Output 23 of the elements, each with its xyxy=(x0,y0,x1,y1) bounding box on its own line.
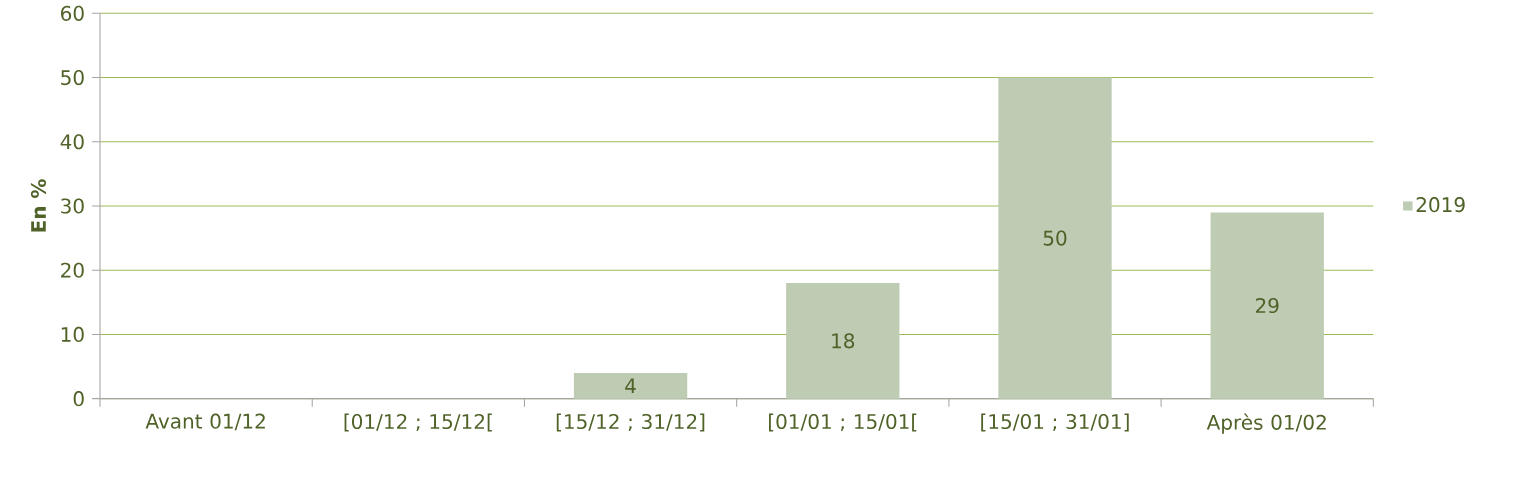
x-tick-label: Avant 01/12 xyxy=(145,413,265,431)
bar xyxy=(998,77,1112,399)
y-tick-label: 60 xyxy=(61,5,84,21)
data-label: 18 xyxy=(832,333,855,349)
data-label: 4 xyxy=(625,378,636,394)
y-axis-title: En % xyxy=(30,179,47,232)
data-label: 50 xyxy=(1043,230,1067,246)
y-tick-label: 30 xyxy=(61,198,84,214)
legend-label: 2019 xyxy=(1416,197,1465,213)
bar xyxy=(573,372,688,399)
y-tick-label: 20 xyxy=(61,262,84,278)
x-tick-label: [15/12 ; 31/12] xyxy=(556,413,705,432)
x-tick-label: Après 01/02 xyxy=(1206,413,1326,434)
bar xyxy=(786,283,900,399)
data-label: 29 xyxy=(1255,297,1279,314)
y-tick-label: 0 xyxy=(73,391,84,407)
y-tick-label: 40 xyxy=(60,134,84,150)
x-tick-label: [01/12 ; 15/12[ xyxy=(344,413,492,432)
bar xyxy=(1210,212,1324,399)
y-tick-label: 10 xyxy=(61,326,84,343)
x-tick-label: [01/01 ; 15/01[ xyxy=(769,413,917,432)
y-tick-label: 50 xyxy=(61,69,84,86)
x-tick-label: [15/01 ; 31/01] xyxy=(981,413,1129,432)
